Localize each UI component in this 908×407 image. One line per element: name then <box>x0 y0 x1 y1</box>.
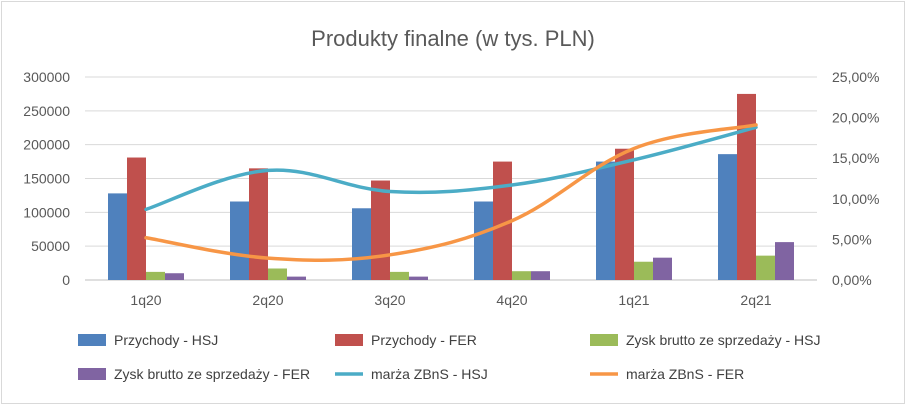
right-axis-tick-label: 10,00% <box>832 191 879 207</box>
legend-swatch <box>335 334 363 346</box>
left-axis-tick-label: 300000 <box>23 69 70 85</box>
bar <box>756 255 775 280</box>
bar <box>596 161 615 280</box>
series-line <box>144 125 758 212</box>
legend-label: Zysk brutto ze sprzedaży - FER <box>114 366 310 382</box>
line-series-group <box>144 123 758 262</box>
bar <box>249 168 268 280</box>
gridlines <box>85 76 817 281</box>
x-axis-tick-label: 1q21 <box>618 292 649 308</box>
bar <box>493 161 512 280</box>
right-axis-tick-label: 25,00% <box>832 69 879 85</box>
bar <box>531 271 550 280</box>
legend-label: marża ZBnS - FER <box>626 366 744 382</box>
right-axis-tick-label: 20,00% <box>832 110 879 126</box>
bar <box>474 201 493 280</box>
bar <box>127 157 146 280</box>
x-axis-tick-label: 2q21 <box>740 292 771 308</box>
bar <box>737 93 756 281</box>
bar <box>108 193 127 280</box>
chart-title: Produkty finalne (w tys. PLN) <box>311 26 595 51</box>
legend-swatch <box>78 368 106 380</box>
bar <box>230 201 249 280</box>
x-axis-tick-label: 3q20 <box>374 292 405 308</box>
bar-series-group <box>108 93 794 281</box>
bar <box>165 273 184 280</box>
bar <box>352 208 371 280</box>
x-axis: 1q20 2q20 3q20 4q20 1q21 2q21 <box>130 292 771 308</box>
x-axis-tick-label: 2q20 <box>252 292 283 308</box>
bar <box>653 257 672 280</box>
right-axis-tick-label: 5,00% <box>832 231 872 247</box>
left-axis-tick-label: 250000 <box>23 103 70 119</box>
bar <box>409 276 428 280</box>
legend-swatch <box>78 334 106 346</box>
legend-label: Przychody - FER <box>371 332 477 348</box>
bar <box>390 271 409 280</box>
legend-label: Przychody - HSJ <box>114 332 218 348</box>
bar <box>512 271 531 280</box>
left-axis-tick-label: 150000 <box>23 171 70 187</box>
bar <box>615 148 634 280</box>
bar <box>718 154 737 280</box>
left-axis-tick-label: 50000 <box>31 238 70 254</box>
bar <box>287 276 306 280</box>
left-axis-tick-label: 100000 <box>23 204 70 220</box>
bar <box>371 180 390 280</box>
bar <box>775 242 794 280</box>
x-axis-tick-label: 4q20 <box>496 292 527 308</box>
legend-swatch <box>590 334 618 346</box>
x-axis-tick-label: 1q20 <box>130 292 161 308</box>
legend: Przychody - HSJ Przychody - FER Zysk brutt… <box>78 332 821 382</box>
bar <box>146 271 165 280</box>
right-axis-tick-label: 15,00% <box>832 150 879 166</box>
left-axis-tick-label: 200000 <box>23 137 70 153</box>
bar <box>634 261 653 280</box>
right-axis-tick-label: 0,00% <box>832 272 872 288</box>
legend-label: marża ZBnS - HSJ <box>371 366 488 382</box>
legend-label: Zysk brutto ze sprzedaży - HSJ <box>626 332 821 348</box>
left-axis-tick-label: 0 <box>62 272 70 288</box>
series-line <box>144 123 758 262</box>
right-axis: 0,00% 5,00% 10,00% 15,00% 20,00% 25,00% <box>832 69 879 288</box>
bar <box>268 268 287 280</box>
left-axis: 0 50000 100000 150000 200000 250000 300000 <box>23 69 70 288</box>
